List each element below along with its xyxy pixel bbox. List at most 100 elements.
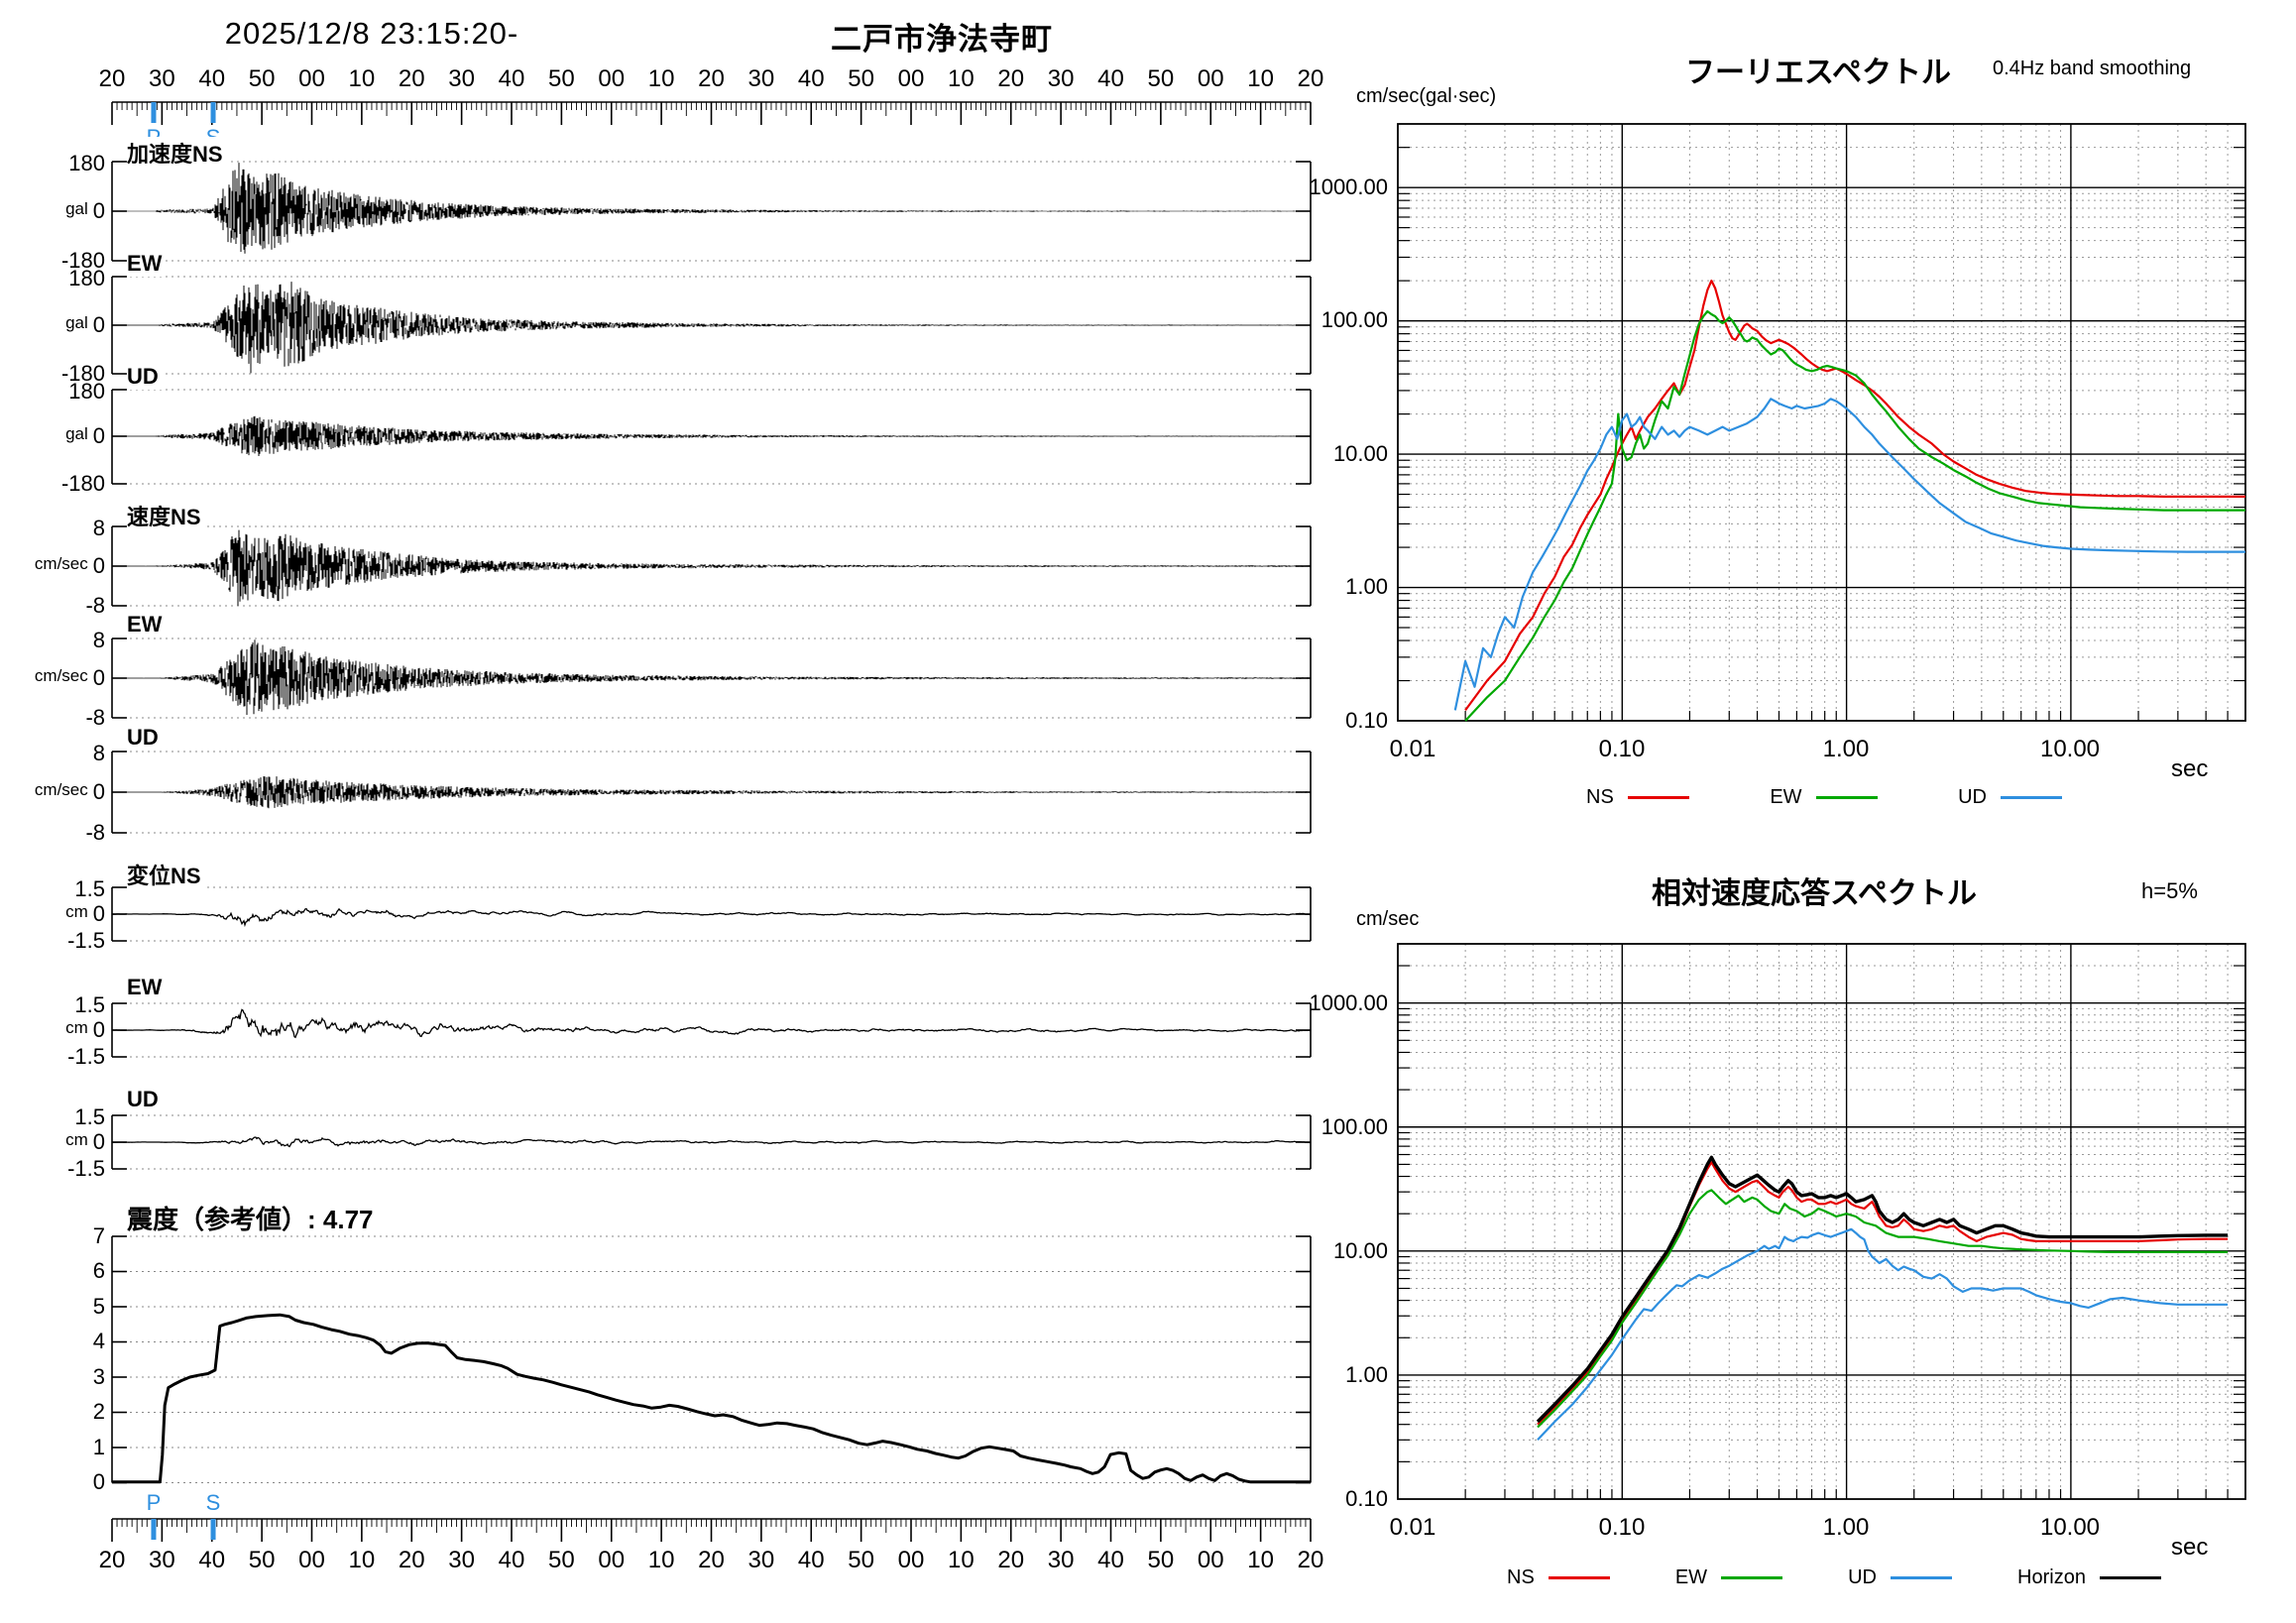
trace-unit: gal — [65, 313, 88, 332]
trace-ymax: 1.5 — [74, 992, 105, 1017]
time-tick-label: 40 — [498, 1547, 525, 1573]
trace-ymax: 8 — [92, 516, 105, 540]
trace-label: 速度NS — [127, 500, 205, 531]
waveform-trace — [111, 639, 1312, 715]
time-tick-label: 00 — [298, 65, 325, 92]
time-tick-label: 50 — [1147, 65, 1175, 92]
spectrum-curve-EW — [1464, 309, 2245, 722]
fourier-xtick: 0.01 — [1389, 736, 1436, 762]
time-tick-label: 20 — [98, 65, 126, 92]
trace-zero: cm 0 — [65, 1129, 105, 1154]
trace-unit: cm/sec — [34, 666, 88, 685]
trace-unit: cm — [65, 902, 88, 921]
intensity-ytick: 0 — [92, 1469, 105, 1494]
trace-zero: cm 0 — [65, 901, 105, 926]
intensity-ytick: 5 — [92, 1294, 105, 1319]
legend-swatch-ud — [1891, 1576, 1952, 1579]
legend-swatch-ew — [1721, 1576, 1783, 1579]
trace-ymin: -8 — [85, 593, 105, 618]
time-tick-label: 00 — [897, 1547, 925, 1573]
time-tick-label: 20 — [698, 1547, 725, 1573]
trace-ymax: 180 — [68, 379, 105, 404]
time-tick-label: 10 — [647, 65, 675, 92]
time-tick-label: 50 — [1147, 1547, 1175, 1573]
p-phase-label-bottom: P — [146, 1490, 162, 1515]
trace-label: EW — [127, 612, 167, 638]
legend-item-ud: UD — [1848, 1566, 1952, 1589]
intensity-ytick: 2 — [92, 1399, 105, 1424]
fourier-ytick: 100.00 — [1320, 307, 1388, 332]
trace-zero: cm/sec 0 — [34, 553, 105, 578]
trace-zero: gal 0 — [65, 198, 105, 223]
legend-item-ns: NS — [1507, 1566, 1610, 1589]
spectrum-curve-UD — [1453, 398, 2245, 711]
time-tick-label: 20 — [1297, 65, 1324, 92]
response-ylabel: cm/sec — [1356, 908, 1420, 930]
trace-unit: cm/sec — [34, 554, 88, 573]
trace-label: EW — [127, 251, 167, 277]
chart-frame — [1397, 943, 2246, 1500]
fourier-title: フーリエスペクトル — [1685, 57, 1951, 89]
response-legend: NS EW UD Horizon — [1507, 1566, 2161, 1589]
time-tick-label: 30 — [747, 1547, 775, 1573]
trace-label: 変位NS — [127, 859, 205, 890]
trace-label: UD — [127, 364, 163, 390]
time-tick-label: 40 — [797, 65, 825, 92]
trace-ymax: 8 — [92, 628, 105, 652]
time-tick-label: 20 — [997, 65, 1025, 92]
legend-item-ud: UD — [1958, 786, 2062, 809]
legend-swatch-ns — [1627, 796, 1689, 799]
waveform-trace — [111, 415, 1312, 456]
trace-label: UD — [127, 1087, 163, 1112]
response-xtick: 10.00 — [2039, 1514, 2101, 1541]
trace-unit: cm/sec — [34, 780, 88, 799]
time-tick-label: 20 — [398, 65, 425, 92]
time-tick-label: 00 — [298, 1547, 325, 1573]
trace-ymin: -180 — [60, 248, 105, 273]
time-tick-label: 30 — [149, 1547, 175, 1573]
trace-ymin: -1.5 — [67, 1044, 105, 1069]
waveform-trace — [112, 1136, 1311, 1148]
trace-ymin: -180 — [60, 471, 105, 496]
legend-swatch-ud — [2001, 796, 2062, 799]
fourier-subtitle: 0.4Hz band smoothing — [1993, 58, 2192, 79]
time-tick-label: 10 — [348, 1547, 376, 1573]
trace-ymax: 8 — [92, 741, 105, 765]
time-tick-label: 50 — [548, 1547, 575, 1573]
trace-unit: gal — [65, 424, 88, 443]
intensity-ytick: 6 — [92, 1258, 105, 1283]
time-tick-label: 20 — [1297, 1547, 1324, 1573]
time-tick-label: 40 — [1097, 1547, 1124, 1573]
intensity-ytick: 4 — [92, 1329, 105, 1353]
time-tick-label: 20 — [698, 65, 725, 92]
trace-unit: gal — [65, 199, 88, 218]
legend-item-ew: EW — [1675, 1566, 1783, 1589]
intensity-ytick: 7 — [92, 1223, 105, 1248]
station-title: 二戸市浄法寺町 — [831, 22, 1053, 57]
response-xtick: 0.10 — [1598, 1514, 1646, 1541]
response-ytick: 1000.00 — [1309, 990, 1388, 1015]
intensity-ytick: 1 — [92, 1435, 105, 1459]
time-tick-label: 50 — [248, 65, 276, 92]
fourier-ytick: 1.00 — [1345, 574, 1388, 599]
fourier-ytick: 10.00 — [1332, 441, 1388, 466]
time-tick-label: 30 — [747, 65, 775, 92]
time-tick-label: 10 — [647, 1547, 675, 1573]
time-tick-label: 10 — [948, 1547, 975, 1573]
trace-ymin: -180 — [60, 361, 105, 386]
fourier-ytick: 1000.00 — [1309, 174, 1388, 199]
response-ytick: 100.00 — [1320, 1114, 1388, 1139]
time-tick-label: 30 — [448, 65, 475, 92]
time-tick-label: 40 — [498, 65, 525, 92]
time-tick-label: 20 — [98, 1547, 126, 1573]
fourier-xunit: sec — [2171, 755, 2209, 782]
response-ytick: 1.00 — [1345, 1362, 1388, 1387]
time-tick-label: 40 — [198, 65, 226, 92]
waveform-trace — [111, 1008, 1312, 1039]
fourier-xtick: 1.00 — [1822, 736, 1870, 762]
response-xunit: sec — [2171, 1534, 2209, 1561]
response-ytick: 10.00 — [1332, 1238, 1388, 1263]
legend-item-horizon: Horizon — [2017, 1566, 2161, 1589]
